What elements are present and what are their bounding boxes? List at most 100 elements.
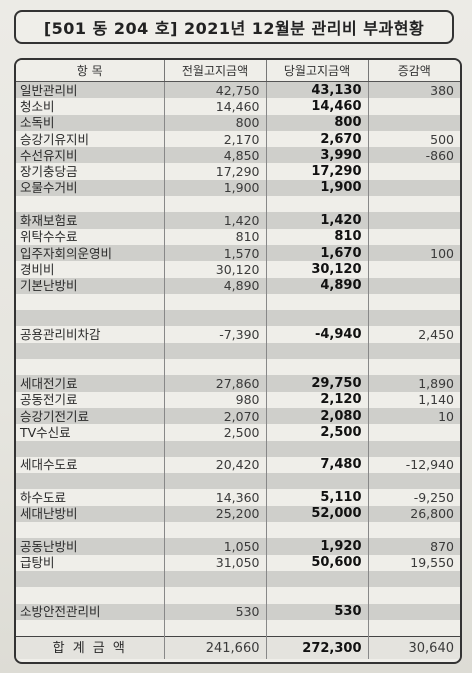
current-amount: 810 — [266, 228, 369, 245]
difference — [368, 179, 460, 197]
current-amount: 17,290 — [266, 163, 369, 180]
difference — [368, 114, 460, 131]
prev-amount — [164, 342, 267, 360]
total-prev: 241,660 — [164, 636, 267, 660]
table-row: 공동난방비 1,050 1,920 870 — [16, 538, 460, 555]
item-label: 위탁수수료 — [16, 228, 165, 245]
difference: 2,450 — [368, 326, 460, 343]
prev-amount: 2,170 — [164, 130, 267, 148]
item-label: 세대전기료 — [16, 375, 165, 392]
prev-amount: -7,390 — [164, 326, 267, 343]
table-row: 하수도료 14,360 5,110 -9,250 — [16, 489, 460, 506]
item-label: 경비비 — [16, 261, 165, 278]
table-row: 장기충당금 17,290 17,290 — [16, 163, 460, 180]
difference — [368, 587, 460, 604]
item-label: 기본난방비 — [16, 277, 165, 294]
difference: 10 — [368, 407, 460, 425]
item-label — [16, 587, 165, 604]
current-amount — [266, 570, 369, 588]
table-row: 기본난방비 4,890 4,890 — [16, 277, 460, 294]
prev-amount: 2,500 — [164, 424, 267, 441]
prev-amount — [164, 570, 267, 588]
current-amount: 4,890 — [266, 277, 369, 294]
current-amount — [266, 473, 369, 490]
item-label: 승강기전기료 — [16, 407, 165, 425]
current-amount: 50,600 — [266, 554, 369, 571]
difference: 1,890 — [368, 375, 460, 392]
current-amount: 52,000 — [266, 505, 369, 523]
fee-table-container: 항 목 전월고지금액 당월고지금액 증감액 일반관리비 42,750 43,130 3… — [14, 58, 462, 664]
table-row: 세대전기료 27,860 29,750 1,890 — [16, 375, 460, 392]
prev-amount — [164, 619, 267, 637]
item-label: 오물수거비 — [16, 179, 165, 197]
item-label: TV수신료 — [16, 424, 165, 441]
prev-amount — [164, 196, 267, 213]
current-amount — [266, 440, 369, 457]
header-row: 항 목 전월고지금액 당월고지금액 증감액 — [16, 60, 460, 82]
prev-amount — [164, 440, 267, 457]
header-prev-amount: 전월고지금액 — [164, 60, 267, 82]
header-difference: 증감액 — [368, 60, 460, 82]
item-label — [16, 619, 165, 637]
difference: 100 — [368, 244, 460, 262]
item-label — [16, 293, 165, 311]
difference — [368, 228, 460, 245]
item-label: 세대수도료 — [16, 456, 165, 474]
table-row: 화재보험료 1,420 1,420 — [16, 212, 460, 229]
current-amount: 3,990 — [266, 147, 369, 164]
table-row: TV수신료 2,500 2,500 — [16, 424, 460, 441]
difference: 500 — [368, 130, 460, 148]
item-label: 하수도료 — [16, 489, 165, 506]
table-row: 세대난방비 25,200 52,000 26,800 — [16, 505, 460, 523]
item-label: 공동난방비 — [16, 538, 165, 555]
prev-amount: 2,070 — [164, 407, 267, 425]
item-label: 승강기유지비 — [16, 130, 165, 148]
table-row: 공용관리비차감 -7,390 -4,940 2,450 — [16, 326, 460, 343]
item-label — [16, 310, 165, 327]
table-row: 청소비 14,460 14,460 — [16, 98, 460, 115]
difference — [368, 293, 460, 311]
table-row: 공동전기료 980 2,120 1,140 — [16, 391, 460, 408]
difference — [368, 473, 460, 490]
table-row: 입주자회의운영비 1,570 1,670 100 — [16, 244, 460, 262]
difference — [368, 619, 460, 637]
table-row: 일반관리비 42,750 43,130 380 — [16, 81, 460, 99]
spacer-row — [16, 359, 460, 376]
current-amount: 2,670 — [266, 130, 369, 148]
current-amount — [266, 293, 369, 311]
prev-amount — [164, 359, 267, 376]
prev-amount: 27,860 — [164, 375, 267, 392]
item-label: 일반관리비 — [16, 81, 165, 99]
prev-amount: 800 — [164, 114, 267, 131]
item-label: 화재보험료 — [16, 212, 165, 229]
table-row: 세대수도료 20,420 7,480 -12,940 — [16, 456, 460, 474]
difference — [368, 196, 460, 213]
difference — [368, 342, 460, 360]
difference: 19,550 — [368, 554, 460, 571]
difference — [368, 212, 460, 229]
current-amount: 14,460 — [266, 98, 369, 115]
prev-amount: 1,570 — [164, 244, 267, 262]
difference — [368, 603, 460, 620]
item-label — [16, 473, 165, 490]
current-amount — [266, 342, 369, 360]
current-amount: 1,900 — [266, 179, 369, 197]
item-label: 입주자회의운영비 — [16, 244, 165, 262]
item-label: 수선유지비 — [16, 147, 165, 164]
difference — [368, 98, 460, 115]
spacer-row — [16, 440, 460, 457]
current-amount: 7,480 — [266, 456, 369, 474]
spacer-row — [16, 342, 460, 360]
prev-amount: 20,420 — [164, 456, 267, 474]
difference: -860 — [368, 147, 460, 164]
item-label — [16, 196, 165, 213]
item-label — [16, 359, 165, 376]
item-label — [16, 522, 165, 539]
table-row: 오물수거비 1,900 1,900 — [16, 179, 460, 197]
current-amount: 5,110 — [266, 489, 369, 506]
header-current-amount: 당월고지금액 — [266, 60, 369, 82]
table-row: 승강기전기료 2,070 2,080 10 — [16, 407, 460, 425]
current-amount: 1,920 — [266, 538, 369, 555]
current-amount: 800 — [266, 114, 369, 131]
